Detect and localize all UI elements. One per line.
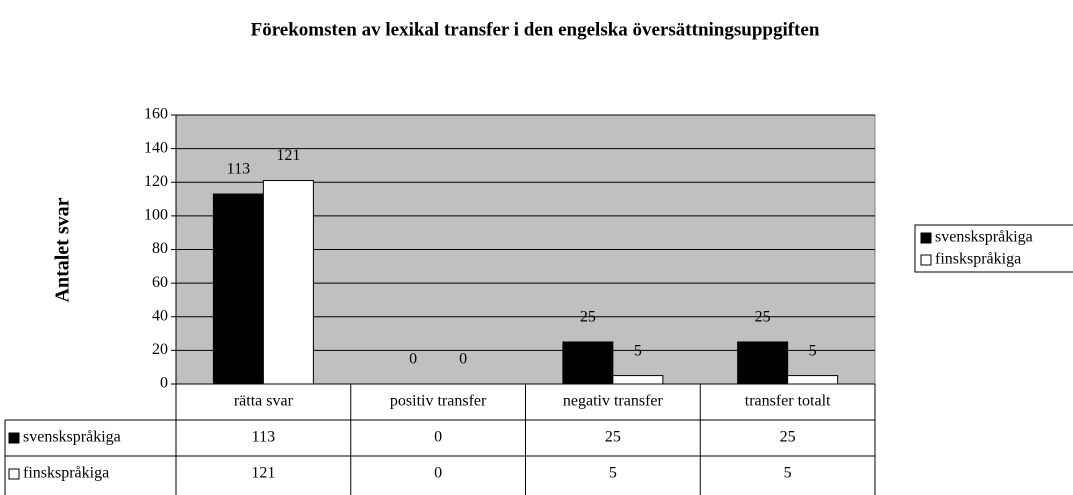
legend-key [920, 254, 932, 266]
legend-key [8, 468, 20, 480]
bar [737, 341, 789, 385]
x-tick-label: rätta svar [234, 393, 294, 410]
legend-key [8, 432, 20, 444]
x-tick-label: transfer totalt [745, 393, 831, 410]
data-label: 113 [227, 161, 250, 178]
bar [787, 375, 839, 385]
x-tick-label: positiv transfer [390, 393, 487, 410]
table-cell: 121 [251, 465, 275, 482]
y-tick-label: 80 [152, 240, 168, 257]
data-label: 0 [459, 351, 467, 368]
y-axis-label: Antalet svar [52, 197, 74, 302]
table-cell: 25 [780, 429, 796, 446]
bar [262, 180, 314, 385]
y-tick-label: 100 [144, 207, 168, 224]
y-tick-label: 140 [144, 139, 168, 156]
data-label: 121 [276, 147, 300, 164]
table-row-label: svenskspråkiga [23, 429, 121, 446]
y-tick-label: 40 [152, 307, 168, 324]
y-tick-label: 160 [144, 106, 168, 123]
table-cell: 0 [434, 429, 442, 446]
legend-key [920, 232, 932, 244]
table-cell: 113 [252, 429, 275, 446]
data-label: 25 [755, 309, 771, 326]
table-cell: 0 [434, 465, 442, 482]
table-cell: 25 [605, 429, 621, 446]
data-label: 5 [634, 342, 642, 359]
y-tick-label: 20 [152, 341, 168, 358]
bar [612, 375, 664, 385]
table-cell: 5 [609, 465, 617, 482]
data-label: 0 [409, 351, 417, 368]
x-tick-label: negativ transfer [563, 393, 664, 410]
y-tick-label: 60 [152, 274, 168, 291]
chart-title: Förekomsten av lexikal transfer i den en… [251, 19, 820, 40]
bar [212, 193, 264, 385]
bar [562, 341, 614, 385]
data-label: 25 [580, 309, 596, 326]
legend-label: finskspråkiga [935, 251, 1021, 268]
y-tick-label: 120 [144, 173, 168, 190]
legend-box [914, 224, 1073, 273]
y-tick-label: 0 [160, 375, 168, 392]
table-row-label: finskspråkiga [23, 465, 109, 482]
legend-label: svenskspråkiga [935, 229, 1033, 246]
table-cell: 5 [784, 465, 792, 482]
data-label: 5 [809, 342, 817, 359]
